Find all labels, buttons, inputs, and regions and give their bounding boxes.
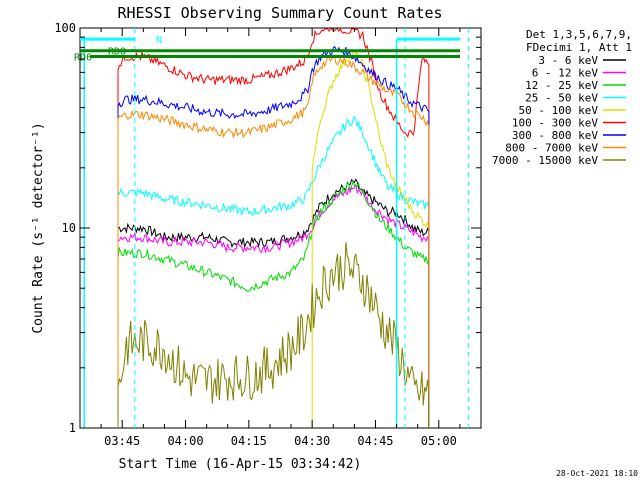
y-tick-label-2: 100 [54,21,76,35]
y-tick-label-1: 10 [62,221,76,235]
legend-entry-4: 50 - 100 keV [519,104,599,117]
annotation-layer: N RD0 RD6 [74,28,469,428]
series-line-5 [117,27,430,428]
x-tick-label-4: 04:45 [357,434,393,448]
x-tick-label-1: 04:00 [167,434,203,448]
x-tick-label-3: 04:30 [294,434,330,448]
legend-entry-0: 3 - 6 keV [538,54,598,67]
legend-entry-6: 300 - 800 keV [512,129,598,142]
series-line-3 [117,115,430,428]
legend-entry-3: 25 - 50 keV [525,92,598,105]
series-line-1 [117,182,430,428]
legend-entry-1: 6 - 12 keV [532,67,599,80]
y-axis-label: Count Rate (s⁻¹ detector⁻¹) [31,122,46,333]
rd6-label: RD6 [74,53,92,64]
series-line-2 [117,179,430,428]
n-label: N [156,35,162,46]
series-line-4 [311,49,430,428]
legend-header-0: Det 1,3,5,6,7,9, [526,28,632,41]
x-axis-label: Start Time (16-Apr-15 03:34:42) [119,457,362,472]
footer-timestamp: 28-Oct-2021 18:10 [556,469,638,478]
axis-layer: 03:45 04:00 04:15 04:30 04:45 05:00 1 10 100 [54,21,482,448]
x-tick-label-2: 04:15 [231,434,267,448]
legend-header-1: FDecimi 1, Att 1 [526,41,632,54]
y-tick-label-0: 1 [69,421,76,435]
legend-entry-8: 7000 - 15000 keV [492,154,598,167]
series-line-0 [117,178,430,428]
series-line-8 [117,242,430,428]
x-tick-label-0: 03:45 [104,434,140,448]
rd0-label: RD0 [108,47,126,58]
legend: Det 1,3,5,6,7,9,FDecimi 1, Att 13 - 6 ke… [492,28,632,167]
x-tick-label-5: 05:00 [421,434,457,448]
series-line-6 [117,45,430,428]
legend-entry-2: 12 - 25 keV [525,79,598,92]
legend-entry-5: 100 - 300 keV [512,117,598,130]
data-layer [117,27,430,428]
chart-title: RHESSI Observing Summary Count Rates [117,4,442,22]
series-line-7 [117,54,430,428]
legend-entry-7: 800 - 7000 keV [505,142,598,155]
